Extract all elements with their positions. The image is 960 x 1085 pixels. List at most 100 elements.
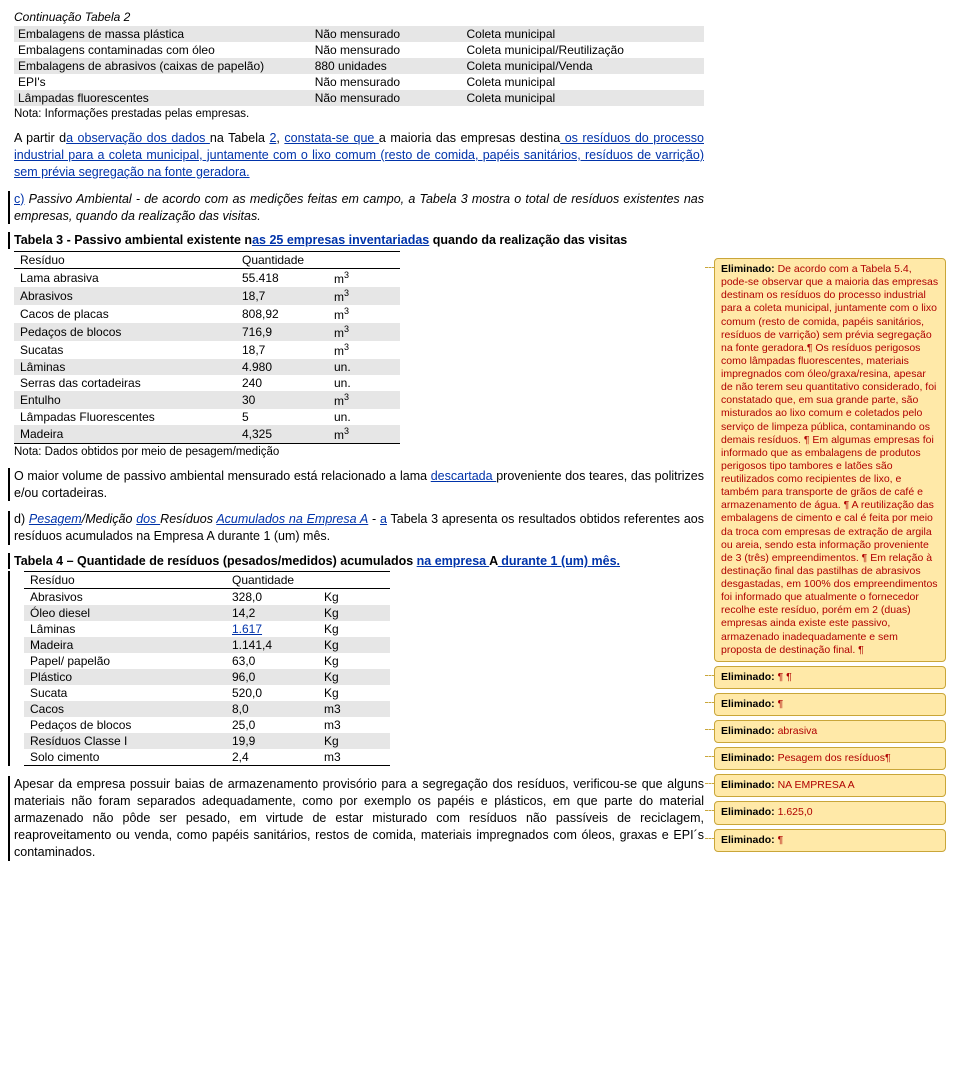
table-header-cell [318, 572, 390, 589]
table-cell: Cacos de placas [14, 305, 236, 323]
annotation-text: De acordo com a Tabela 5.4, pode-se obse… [721, 263, 938, 656]
table-cell: Abrasivos [24, 589, 226, 606]
table-cell: Embalagens contaminadas com óleo [14, 42, 311, 58]
table4: ResíduoQuantidadeAbrasivos328,0KgÓleo di… [24, 571, 390, 766]
table-cell: Papel/ papelão [24, 653, 226, 669]
table-cell: Resíduos Classe I [24, 733, 226, 749]
table3-note: Nota: Dados obtidos por meio de pesagem/… [14, 446, 704, 458]
annotation-text: abrasiva [775, 725, 818, 737]
annotation-text: ¶ [775, 698, 784, 710]
table-cell: 25,0 [226, 717, 318, 733]
table-cell: m3 [328, 391, 400, 409]
table-row: Entulho30m3 [14, 391, 400, 409]
table2-note: Nota: Informações prestadas pelas empres… [14, 108, 704, 120]
annotation-label: Eliminado: [721, 725, 775, 737]
revision-annotation: Eliminado: De acordo com a Tabela 5.4, p… [714, 258, 946, 662]
paragraph-d: d) Pesagem/Medição dos Resíduos Acumulad… [8, 511, 704, 545]
annotation-text: NA EMPRESA A [775, 779, 855, 791]
table-row: Lâmpadas Fluorescentes5un. [14, 409, 400, 425]
table-cell: 18,7 [236, 341, 328, 359]
table-row: Solo cimento2,4m3 [24, 749, 390, 766]
paragraph-o-maior: O maior volume de passivo ambiental mens… [8, 468, 704, 502]
table-header-row: ResíduoQuantidade [14, 251, 400, 268]
table-cell: Pedaços de blocos [24, 717, 226, 733]
table-row: Embalagens de massa plásticaNão mensurad… [14, 26, 704, 42]
table-cell: 716,9 [236, 323, 328, 341]
table3: ResíduoQuantidadeLama abrasiva55.418m3Ab… [14, 251, 400, 444]
table-cell: m3 [318, 749, 390, 766]
table-cell: Kg [318, 653, 390, 669]
table-cell: 328,0 [226, 589, 318, 606]
table-row: Embalagens de abrasivos (caixas de papel… [14, 58, 704, 74]
table-cell: m3 [328, 268, 400, 287]
table-cell: 63,0 [226, 653, 318, 669]
table-row: Cacos de placas808,92m3 [14, 305, 400, 323]
table-cell: Coleta municipal [462, 74, 704, 90]
table-row: Sucata520,0Kg [24, 685, 390, 701]
table-cell: Pedaços de blocos [14, 323, 236, 341]
table-header-cell: Quantidade [226, 572, 318, 589]
table-row: Abrasivos328,0Kg [24, 589, 390, 606]
annotation-column: Eliminado: De acordo com a Tabela 5.4, p… [714, 258, 946, 856]
table-cell: 18,7 [236, 287, 328, 305]
table-cell: Entulho [14, 391, 236, 409]
table-cell: Solo cimento [24, 749, 226, 766]
table-cell: Não mensurado [311, 42, 463, 58]
table4-title: Tabela 4 – Quantidade de resíduos (pesad… [8, 553, 704, 569]
table-cell: Kg [318, 605, 390, 621]
table-cell: Óleo diesel [24, 605, 226, 621]
table-cell: 5 [236, 409, 328, 425]
annotation-label: Eliminado: [721, 806, 775, 818]
table-cell: Cacos [24, 701, 226, 717]
table-cell: Lama abrasiva [14, 268, 236, 287]
table-cell: 4.980 [236, 359, 328, 375]
annotation-text: Pesagem dos resíduos¶ [775, 752, 891, 764]
paragraph-final: Apesar da empresa possuir baias de armaz… [8, 776, 704, 860]
table-cell: Lâmpadas fluorescentes [14, 90, 311, 106]
table-cell: Sucatas [14, 341, 236, 359]
table-header-cell: Resíduo [14, 251, 236, 268]
table-cell: Madeira [24, 637, 226, 653]
table-cell: Plástico [24, 669, 226, 685]
table-cell: 30 [236, 391, 328, 409]
table-row: Embalagens contaminadas com óleoNão mens… [14, 42, 704, 58]
table-header-cell [328, 251, 400, 268]
table-row: Lama abrasiva55.418m3 [14, 268, 400, 287]
table-row: Lâminas4.980un. [14, 359, 400, 375]
table-row: Madeira4,325m3 [14, 425, 400, 444]
revision-annotation: Eliminado: abrasiva [714, 720, 946, 743]
revision-annotation: Eliminado: ¶ ¶ [714, 666, 946, 689]
table-cell: Lâminas [14, 359, 236, 375]
table-header-cell: Resíduo [24, 572, 226, 589]
annotation-text: ¶ [775, 834, 784, 846]
table-cell: EPI's [14, 74, 311, 90]
annotation-label: Eliminado: [721, 834, 775, 846]
annotation-text: ¶ ¶ [775, 671, 792, 683]
table-cell: Lâmpadas Fluorescentes [14, 409, 236, 425]
table-cell: un. [328, 409, 400, 425]
revision-annotation: Eliminado: ¶ [714, 693, 946, 716]
table-cell: 1.141,4 [226, 637, 318, 653]
table-cell: Madeira [14, 425, 236, 444]
table-cell: m3 [318, 717, 390, 733]
table-cell: m3 [328, 323, 400, 341]
table-cell: m3 [328, 287, 400, 305]
annotation-label: Eliminado: [721, 263, 775, 275]
table-cell: 1.617 [226, 621, 318, 637]
table-cell: 19,9 [226, 733, 318, 749]
annotation-label: Eliminado: [721, 779, 775, 791]
annotation-text: 1.625,0 [775, 806, 813, 818]
table-cell: 96,0 [226, 669, 318, 685]
table-row: Resíduos Classe I19,9Kg [24, 733, 390, 749]
table-row: Óleo diesel14,2Kg [24, 605, 390, 621]
revision-annotation: Eliminado: 1.625,0 [714, 801, 946, 824]
table-cell: un. [328, 359, 400, 375]
table-cell: Coleta municipal/Reutilização [462, 42, 704, 58]
table-cell: Lâminas [24, 621, 226, 637]
table-cell: 8,0 [226, 701, 318, 717]
table-cell: Kg [318, 637, 390, 653]
table-cell: m3 [318, 701, 390, 717]
table-row: Lâmpadas fluorescentesNão mensuradoColet… [14, 90, 704, 106]
table-cell: m3 [328, 425, 400, 444]
annotation-label: Eliminado: [721, 752, 775, 764]
